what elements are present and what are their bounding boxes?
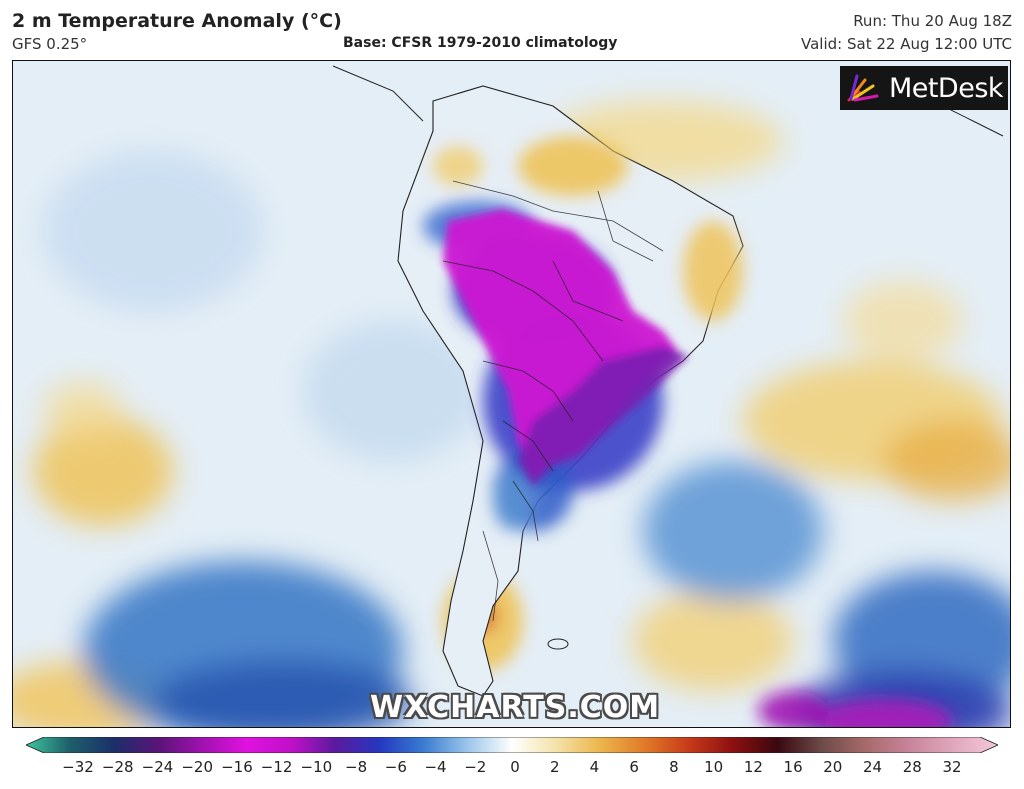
climatology-base-label: Base: CFSR 1979-2010 climatology: [343, 35, 618, 51]
colorbar-tick-label: 4: [589, 758, 600, 776]
colorbar-tick-label: 16: [783, 758, 803, 776]
colorbar-tick-label: −16: [221, 758, 253, 776]
colorbar-tick-label: 28: [902, 758, 922, 776]
watermark-text: WXCHARTS.COM: [370, 690, 661, 725]
colorbar-tick-label: −10: [300, 758, 333, 776]
colorbar-tick-label: 8: [669, 758, 679, 776]
colorbar-tick-label: −4: [424, 758, 447, 776]
colorbar-tick-label: −24: [141, 758, 174, 776]
anomaly-map: [12, 60, 1011, 728]
colorbar-tick-label: 0: [510, 758, 520, 776]
falkland-islands: [547, 638, 569, 650]
colorbar-tick-label: −28: [101, 758, 134, 776]
brand-label: MetDesk: [888, 72, 1004, 104]
model-label: GFS 0.25°: [12, 35, 88, 53]
colorbar-tick-label: 10: [704, 758, 724, 776]
colorbar-tick-label: −20: [181, 758, 213, 776]
colorbar: [26, 737, 998, 753]
colorbar-tick-label: 24: [862, 758, 883, 776]
colorbar-tick-label: 2: [549, 758, 560, 776]
colorbar-tick-label: −6: [384, 758, 407, 776]
colorbar-tick-label: 6: [629, 758, 639, 776]
colorbar-tick-label: −8: [345, 758, 368, 776]
colorbar-ticks: −32 −28 −24 −20 −16 −12 −10 −8 −6 −4 −2 0 2 4 6 8 10 12 16…: [0, 758, 1024, 780]
colorbar-tick-label: 12: [743, 758, 763, 776]
colorbar-tick-label: −12: [260, 758, 293, 776]
colorbar-tick-label: −2: [464, 758, 487, 776]
colorbar-tick-label: 20: [823, 758, 843, 776]
country-borders: [442, 180, 664, 622]
valid-time-label: Valid: Sat 22 Aug 12:00 UTC: [801, 35, 1012, 53]
colorbar-tick-label: −32: [62, 758, 94, 776]
colorbar-scale: [26, 737, 998, 753]
land-anomaly-field: [423, 136, 743, 531]
sunburst-logo-icon: [847, 74, 879, 102]
metdesk-logo: MetDesk: [840, 66, 1008, 110]
run-time-label: Run: Thu 20 Aug 18Z: [853, 12, 1012, 30]
map-title: 2 m Temperature Anomaly (°C): [12, 10, 342, 32]
colorbar-tick-label: 32: [942, 758, 962, 776]
